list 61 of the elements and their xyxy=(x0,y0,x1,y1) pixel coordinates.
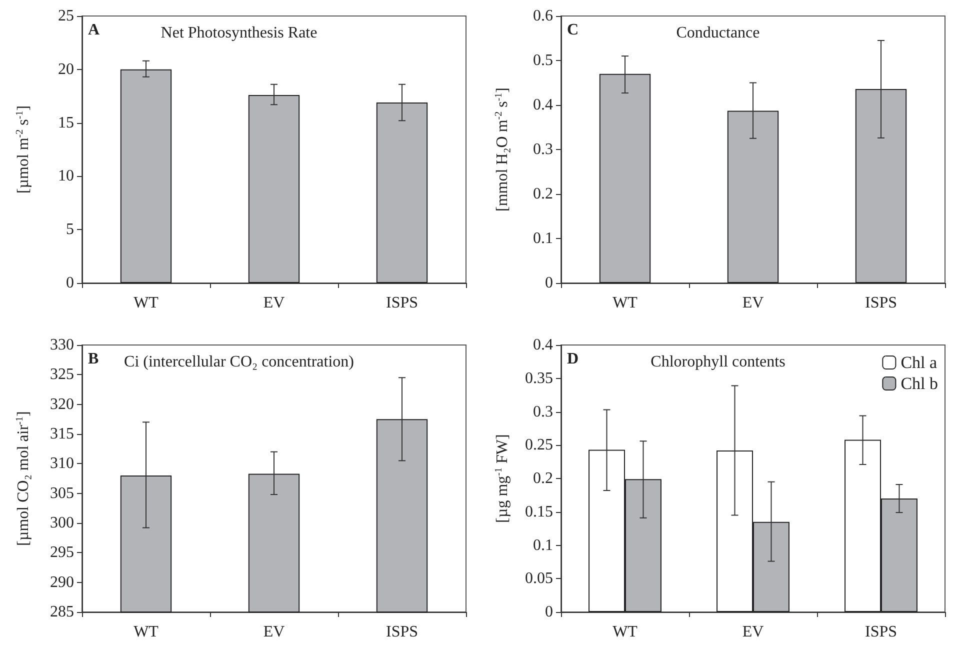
y-axis-title: [µmol CO₂ mol air-1] xyxy=(14,411,32,546)
x-tick-label: ISPS xyxy=(386,294,418,312)
annotation: D xyxy=(567,350,579,368)
y-tick-label: 25 xyxy=(58,8,74,24)
text: Net Photosynthesis Rate xyxy=(160,24,318,42)
y-tick-label: 0.1 xyxy=(533,536,553,554)
y-tick-label: 0.3 xyxy=(533,141,553,158)
y-tick-label: 0.4 xyxy=(533,96,553,114)
y-tick-label: 0 xyxy=(545,274,553,292)
text: Conductance xyxy=(676,24,760,42)
y-axis-title: [µmol m-2 s-1] xyxy=(14,105,32,194)
y-tick-label: 0.1 xyxy=(533,230,553,247)
bar xyxy=(855,88,907,283)
y-tick-label: 315 xyxy=(50,426,74,442)
y-tick-label: 0.3 xyxy=(533,403,553,420)
y-tick-label: 5 xyxy=(66,221,74,238)
y-tick-label: 0.05 xyxy=(525,570,553,588)
x-tick-label: ISPS xyxy=(386,624,418,640)
text: Chlorophyll contents xyxy=(650,354,786,370)
y-tick-label: 310 xyxy=(50,455,74,472)
y-tick-label: 285 xyxy=(50,604,74,620)
y-tick-label: 0 xyxy=(66,274,74,292)
bar xyxy=(599,74,651,283)
x-tick-label: WT xyxy=(134,294,159,312)
y-tick-label: 305 xyxy=(50,484,74,502)
y-axis-title: [mmol H₂O m-2 s-1] xyxy=(494,87,511,212)
x-tick-label: WT xyxy=(612,624,638,640)
y-tick-label: 300 xyxy=(50,514,74,532)
x-tick-label: EV xyxy=(263,294,286,312)
y-tick-label: 0.2 xyxy=(533,186,553,202)
x-tick-label: WT xyxy=(134,624,159,640)
y-tick-label: 330 xyxy=(50,336,74,354)
x-tick-label: EV xyxy=(263,624,286,640)
y-tick-label: 0.35 xyxy=(525,370,553,387)
y-tick-label: 0.25 xyxy=(525,436,553,454)
x-tick-label: EV xyxy=(742,294,764,312)
annotation: B xyxy=(88,350,99,368)
annotation: C xyxy=(567,22,579,38)
y-tick-label: 0.2 xyxy=(533,470,553,487)
y-tick-label: 325 xyxy=(50,366,74,384)
legend-label: Chl b xyxy=(900,374,938,393)
y-tick-label: 0.6 xyxy=(533,8,553,24)
y-tick-label: 0.15 xyxy=(525,503,553,520)
bar xyxy=(727,110,779,283)
y-tick-label: 20 xyxy=(58,60,74,78)
y-tick-label: 10 xyxy=(58,168,74,185)
annotation: A xyxy=(88,22,100,38)
y-tick-label: 0 xyxy=(545,604,553,620)
y-axis-title: [µg mg-1 FW] xyxy=(494,434,511,523)
x-tick-label: ISPS xyxy=(864,294,898,312)
y-tick-label: 320 xyxy=(50,396,74,413)
y-tick-label: 15 xyxy=(58,114,74,132)
x-tick-label: WT xyxy=(612,294,638,312)
text: Ci (intercellular CO₂ concentration) xyxy=(124,354,354,370)
legend-label: Chl a xyxy=(900,353,938,372)
y-tick-label: 0.5 xyxy=(533,52,553,69)
x-tick-label: ISPS xyxy=(864,624,898,640)
y-tick-label: 295 xyxy=(50,544,74,562)
y-tick-label: 0.4 xyxy=(533,336,553,354)
y-tick-label: 290 xyxy=(50,574,74,591)
x-tick-label: EV xyxy=(742,624,764,640)
